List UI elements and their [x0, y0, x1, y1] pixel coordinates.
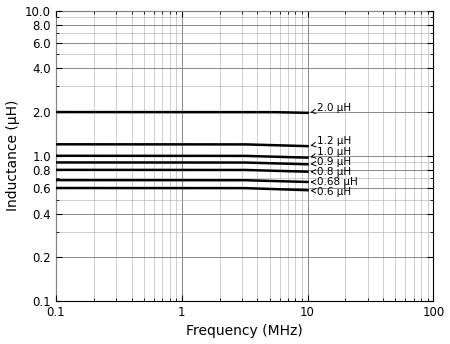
Y-axis label: Inductance (μH): Inductance (μH)	[5, 100, 19, 212]
X-axis label: Frequency (MHz): Frequency (MHz)	[186, 324, 303, 338]
Text: 1.0 μH: 1.0 μH	[311, 147, 351, 158]
Text: 0.8 μH: 0.8 μH	[311, 167, 351, 177]
Text: 1.2 μH: 1.2 μH	[311, 136, 352, 147]
Text: 0.9 μH: 0.9 μH	[311, 157, 351, 167]
Text: 2.0 μH: 2.0 μH	[311, 104, 351, 114]
Text: 0.68 μH: 0.68 μH	[311, 178, 358, 187]
Text: 0.6 μH: 0.6 μH	[311, 187, 351, 197]
